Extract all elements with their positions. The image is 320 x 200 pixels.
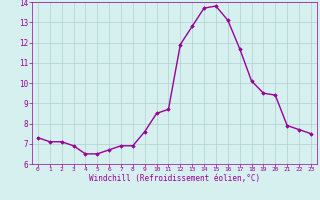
X-axis label: Windchill (Refroidissement éolien,°C): Windchill (Refroidissement éolien,°C) <box>89 174 260 183</box>
